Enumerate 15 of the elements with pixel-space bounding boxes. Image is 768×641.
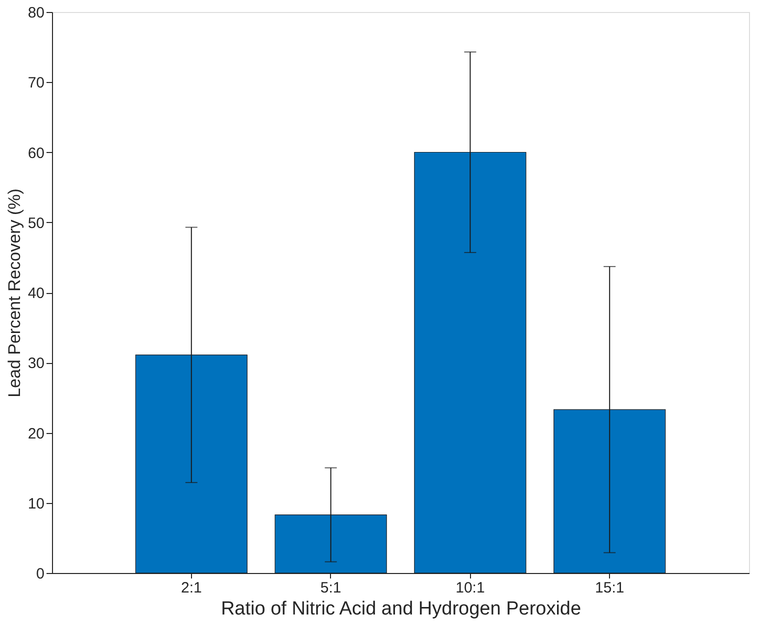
y-tick-label: 0 bbox=[36, 566, 44, 582]
y-tick-label: 40 bbox=[28, 285, 44, 302]
y-tick-label: 50 bbox=[28, 214, 44, 232]
x-tick-label: 10:1 bbox=[456, 580, 485, 596]
x-tick-label: 2:1 bbox=[180, 580, 202, 596]
y-tick-label: 20 bbox=[28, 425, 44, 442]
x-tick-label: 5:1 bbox=[320, 580, 342, 596]
y-axis-title: Lead Percent Recovery (%) bbox=[4, 188, 24, 398]
y-tick-label: 80 bbox=[28, 4, 44, 22]
y-tick-label: 60 bbox=[28, 144, 44, 162]
y-tick-label: 10 bbox=[28, 495, 44, 512]
x-axis-title: Ratio of Nitric Acid and Hydrogen Peroxide bbox=[220, 598, 582, 620]
y-tick-label: 30 bbox=[28, 355, 44, 372]
x-tick-label: 15:1 bbox=[595, 580, 624, 596]
y-tick-label: 70 bbox=[28, 74, 44, 92]
